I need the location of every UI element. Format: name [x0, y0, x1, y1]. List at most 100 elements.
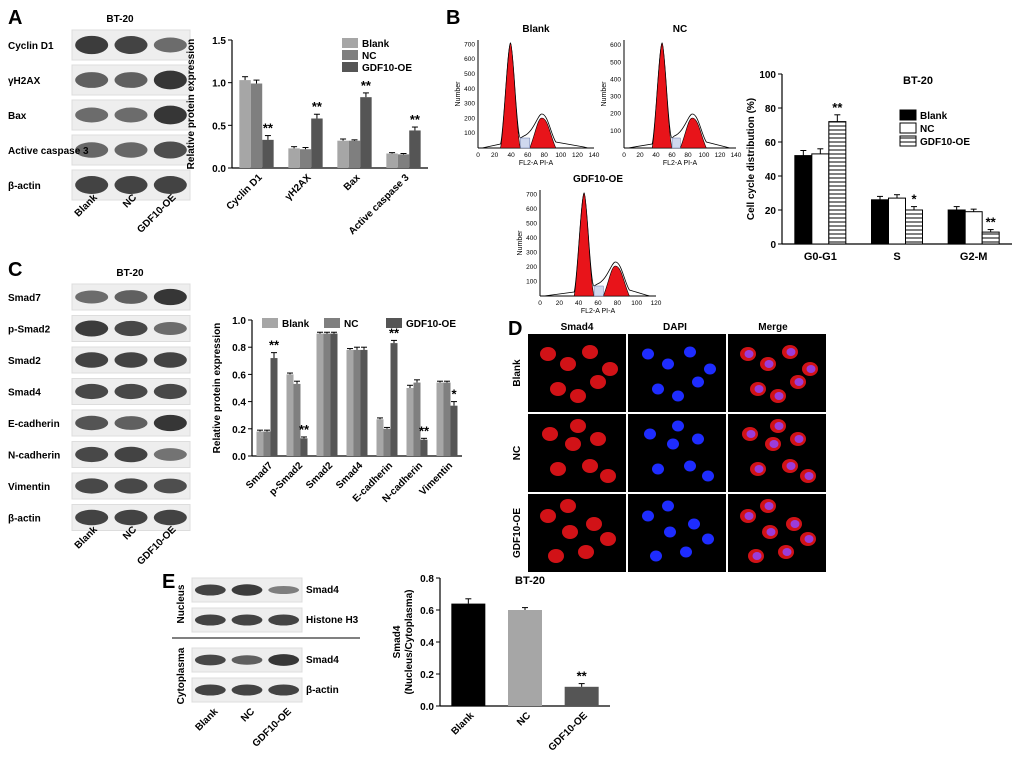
blot-band [75, 352, 109, 368]
merge-nucleus [804, 472, 814, 480]
dapi-nucleus [702, 470, 714, 482]
if-column-header: DAPI [663, 322, 687, 333]
significance-marker: ** [312, 99, 323, 114]
legend-label: Blank [282, 319, 310, 330]
merge-nucleus [766, 528, 776, 536]
hist-y-tick: 200 [610, 111, 621, 118]
bar [413, 382, 421, 456]
bar [360, 349, 368, 456]
hist-x-tick: 140 [731, 152, 742, 159]
smad4-stained-cell [582, 459, 598, 473]
hist-y-tick: 400 [464, 86, 475, 93]
hist-y-label: Number [455, 81, 462, 107]
hist-y-tick: 300 [464, 101, 475, 108]
dapi-nucleus [688, 518, 700, 530]
y-axis-label-line: Relative protein expression [212, 323, 223, 454]
bar [443, 382, 451, 456]
hist-y-tick: 400 [526, 235, 537, 242]
blot-row-label: β-actin [8, 181, 41, 192]
bar [390, 343, 398, 456]
bar [386, 153, 398, 168]
y-axis-label: Relative protein expression [186, 39, 197, 170]
blot-band [114, 352, 148, 368]
smad4-stained-cell [602, 362, 618, 376]
smad4-stained-cell [586, 517, 602, 531]
blot-band [194, 654, 226, 666]
y-axis-label-line: Smad4 [392, 625, 403, 658]
blot-band [231, 684, 263, 696]
bar [828, 121, 847, 245]
dapi-nucleus [664, 526, 676, 538]
western-blot-c: BT-20 Smad7 p-Smad2 Smad2 Smad4 E-cadherin N-c… [8, 268, 191, 567]
blot-band [114, 290, 148, 304]
bar [964, 211, 983, 245]
bar [981, 231, 1000, 245]
merge-nucleus [774, 392, 784, 400]
blot-band [114, 416, 148, 430]
y-tick-label: 0.2 [420, 670, 434, 681]
merge-nucleus [804, 535, 814, 543]
significance-marker: ** [577, 669, 588, 684]
blot-band [114, 509, 148, 526]
blot-band [153, 383, 187, 400]
blot-band [114, 383, 148, 400]
blot-row-label: β-actin [8, 514, 41, 525]
g2-peak [602, 265, 630, 297]
histogram-outline [627, 42, 731, 149]
category-label: Cyclin D1 [225, 172, 265, 212]
legend-label: Blank [920, 111, 948, 122]
y-tick-label: 40 [765, 172, 777, 183]
hist-x-tick: 120 [572, 152, 583, 159]
panel-letter-e: E [162, 571, 175, 593]
blot-row-label: Histone H3 [306, 615, 359, 626]
blot-band [153, 105, 187, 125]
significance-marker: ** [361, 78, 372, 93]
category-label: Smad2 [304, 460, 335, 491]
smad4-stained-cell [550, 462, 566, 476]
blot-lane-label: GDF10-OE [251, 706, 294, 749]
blot-band [75, 478, 109, 494]
dapi-nucleus [692, 433, 704, 445]
dapi-nucleus [672, 420, 684, 432]
bar [871, 199, 889, 245]
y-tick-label: 1.0 [212, 79, 226, 90]
y-axis-label-line: Relative protein expression [186, 39, 197, 170]
panel-letter-d: D [508, 318, 522, 340]
blot-row-label: β-actin [306, 685, 339, 696]
blot-row-label: Cyclin D1 [8, 41, 54, 52]
blot-band [153, 322, 187, 335]
g1-peak [500, 42, 521, 149]
category-label: GDF10-OE [547, 710, 590, 753]
hist-y-tick: 100 [610, 128, 621, 135]
smad4-stained-cell [560, 499, 576, 513]
blot-band [153, 414, 187, 432]
if-column-header: Merge [758, 322, 788, 333]
histogram-title: GDF10-OE [573, 174, 623, 185]
hist-x-tick: 40 [508, 152, 516, 159]
g1-peak [573, 192, 595, 297]
smad4-stained-cell [582, 345, 598, 359]
hist-y-tick: 300 [610, 94, 621, 101]
y-axis-label-line: (Nucleus/Cytoplasma) [404, 589, 415, 694]
bar [376, 419, 384, 456]
s-phase-region [520, 137, 531, 149]
hist-y-tick: 500 [464, 71, 475, 78]
bar-chart-a: 0.00.51.01.5**Cyclin D1**γH2AX**Bax**Act… [186, 36, 428, 237]
blot-band [75, 72, 109, 88]
blot-band [268, 614, 300, 626]
merge-nucleus [752, 552, 762, 560]
bar [905, 209, 923, 245]
category-label: Vimentin [418, 460, 456, 498]
smad4-stained-cell [560, 357, 576, 371]
y-tick-label: 0.4 [232, 398, 246, 409]
legend-label: NC [920, 124, 934, 135]
blot-band [75, 142, 109, 158]
dapi-nucleus [652, 463, 664, 475]
blot-band [75, 35, 109, 55]
legend-swatch [342, 38, 358, 48]
blot-band [153, 352, 187, 368]
blot-band [75, 509, 109, 526]
legend-swatch [324, 318, 340, 328]
